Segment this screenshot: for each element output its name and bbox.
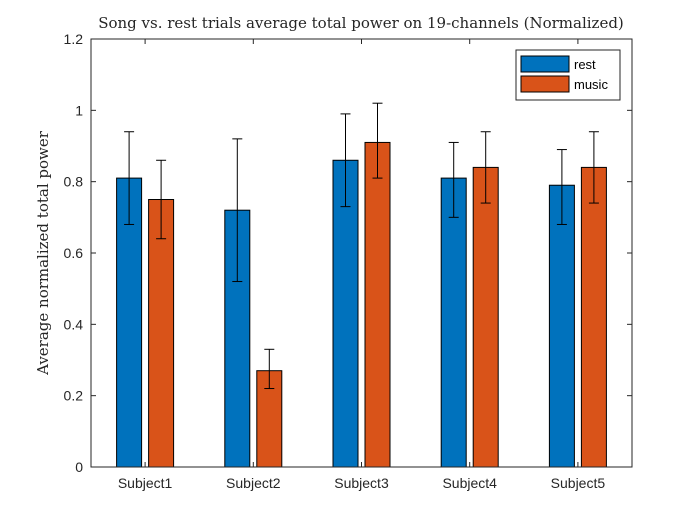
axes-layer: 0 0.2 0.4 0.6 0.8 1 1.2 Subject1 Subject2 Subject… <box>64 31 633 491</box>
legend: rest music <box>515 49 621 101</box>
bar-rest-subject3 <box>332 159 359 468</box>
legend-label-music: music <box>574 77 608 92</box>
bar-music-subject1 <box>148 199 175 468</box>
x-tick-label: Subject2 <box>226 475 281 491</box>
error-bar-rest-subject2 <box>232 138 243 283</box>
error-bar-rest-subject5 <box>556 149 567 225</box>
error-bar-music-subject2 <box>264 348 275 390</box>
plot-area <box>91 39 632 467</box>
error-bar-music-subject3 <box>372 102 383 179</box>
x-tick-label: Subject5 <box>551 475 606 491</box>
bar-rest-subject4 <box>440 177 467 468</box>
y-tick-label: 0 <box>75 459 83 475</box>
error-bar-rest-subject3 <box>340 113 351 208</box>
legend-swatch-music <box>520 75 570 93</box>
error-bar-rest-subject4 <box>448 141 459 218</box>
y-tick-label: 1 <box>75 102 83 118</box>
error-bar-music-subject4 <box>480 131 491 204</box>
legend-label-rest: rest <box>574 57 596 72</box>
x-tick-label: Subject3 <box>334 475 389 491</box>
error-bar-music-subject1 <box>156 159 167 240</box>
y-tick-label: 0.2 <box>64 388 84 404</box>
chart-title: Song vs. rest trials average total power… <box>98 14 624 32</box>
y-tick-label: 0.4 <box>64 316 84 332</box>
x-tick-label: Subject1 <box>118 475 173 491</box>
bar-music-subject4 <box>472 166 499 468</box>
x-tick-label: Subject4 <box>442 475 497 491</box>
bar-rest-subject5 <box>548 184 575 468</box>
y-tick-label: 1.2 <box>64 31 84 47</box>
error-bars-layer <box>124 102 599 390</box>
bar-music-subject5 <box>580 166 607 468</box>
y-axis-label: Average normalized total power <box>34 130 52 376</box>
legend-swatch-rest <box>520 55 570 73</box>
error-bar-rest-subject1 <box>124 131 135 225</box>
y-tick-label: 0.8 <box>64 174 84 190</box>
bar-music-subject3 <box>364 141 391 468</box>
error-bar-music-subject5 <box>588 131 599 204</box>
y-tick-label: 0.6 <box>64 245 84 261</box>
